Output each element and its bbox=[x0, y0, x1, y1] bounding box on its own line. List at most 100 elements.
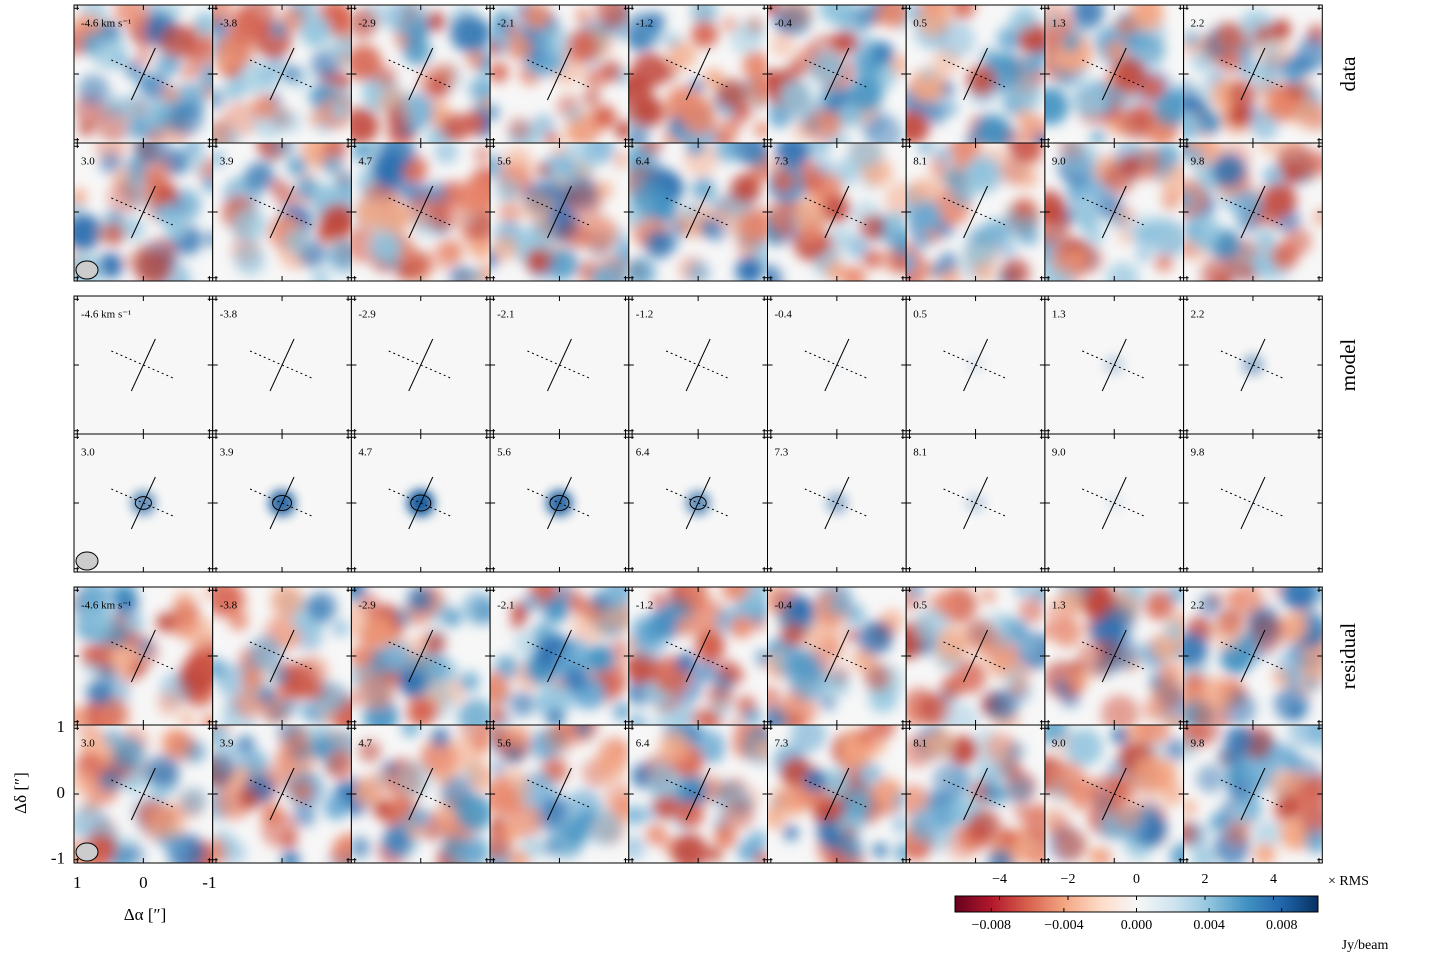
noise-blob bbox=[156, 613, 176, 633]
noise-blob bbox=[665, 85, 699, 119]
noise-blob bbox=[460, 836, 490, 863]
major-axis bbox=[130, 338, 156, 392]
noise-blob bbox=[133, 247, 172, 281]
noise-blob bbox=[753, 738, 768, 760]
noise bbox=[74, 5, 213, 143]
noise-blob bbox=[1251, 252, 1276, 277]
noise-blob bbox=[1289, 96, 1321, 128]
noise-blob bbox=[311, 269, 330, 281]
noise-blob bbox=[1065, 728, 1104, 767]
noise bbox=[1183, 725, 1323, 863]
noise-blob bbox=[237, 787, 261, 811]
noise-blob bbox=[1055, 679, 1070, 695]
noise-blob bbox=[980, 588, 996, 604]
major-axis bbox=[408, 629, 434, 683]
noise-blob bbox=[1055, 829, 1088, 862]
noise-blob bbox=[81, 601, 117, 637]
panel-image bbox=[1183, 587, 1323, 725]
panel-image bbox=[490, 143, 629, 281]
panel-image bbox=[1044, 143, 1184, 281]
noise-blob bbox=[1191, 50, 1213, 72]
noise-blob bbox=[911, 199, 942, 231]
noise-blob bbox=[942, 702, 979, 725]
noise-blob bbox=[1249, 110, 1279, 140]
noise-blob bbox=[825, 261, 846, 281]
noise-blob bbox=[1270, 743, 1297, 770]
noise-blob bbox=[925, 728, 955, 758]
velocity-label: 7.3 bbox=[775, 156, 789, 168]
y-tick-label: 0 bbox=[57, 783, 66, 802]
major-axis bbox=[685, 338, 711, 392]
y-tick-label: 1 bbox=[57, 717, 66, 736]
panel-image bbox=[1044, 587, 1184, 725]
noise-blob bbox=[639, 805, 657, 823]
noise-blob bbox=[97, 252, 124, 279]
noise-blob bbox=[296, 176, 318, 199]
noise bbox=[767, 5, 907, 143]
noise-blob bbox=[503, 743, 525, 765]
noise-blob bbox=[1007, 777, 1033, 803]
noise-blob bbox=[686, 143, 705, 156]
noise-blob bbox=[406, 697, 437, 725]
velocity-label: -2.9 bbox=[358, 18, 376, 30]
noise-blob bbox=[351, 8, 378, 39]
velocity-label: -3.8 bbox=[220, 18, 238, 30]
noise-blob bbox=[1196, 764, 1225, 793]
noise-blob bbox=[380, 641, 413, 675]
noise-blob bbox=[299, 14, 332, 48]
noise-blob bbox=[999, 828, 1018, 848]
noise-blob bbox=[498, 200, 522, 224]
major-axis bbox=[269, 767, 295, 821]
major-axis bbox=[1101, 338, 1127, 392]
noise-blob bbox=[373, 773, 389, 789]
noise-blob bbox=[402, 36, 431, 66]
noise-blob bbox=[906, 110, 930, 143]
velocity-label: 0.5 bbox=[913, 18, 927, 30]
noise-blob bbox=[425, 181, 448, 204]
noise-blob bbox=[338, 49, 352, 69]
velocity-label: 3.0 bbox=[81, 447, 95, 459]
minor-axis bbox=[943, 350, 1008, 380]
noise-blob bbox=[1254, 843, 1276, 863]
noise-blob bbox=[230, 75, 250, 95]
contour bbox=[549, 494, 570, 512]
noise-blob bbox=[1185, 146, 1205, 166]
noise-blob bbox=[802, 143, 832, 158]
noise-blob bbox=[546, 248, 579, 281]
noise-blob bbox=[910, 68, 945, 103]
noise-blob bbox=[606, 600, 629, 632]
noise-blob bbox=[1016, 108, 1035, 127]
noise-blob bbox=[281, 850, 300, 863]
noise-blob bbox=[114, 5, 148, 27]
noise-blob bbox=[987, 848, 1014, 863]
major-axis bbox=[130, 629, 156, 683]
noise-blob bbox=[283, 698, 299, 715]
noise-blob bbox=[145, 128, 165, 143]
velocity-label: 6.4 bbox=[636, 156, 650, 168]
noise-blob bbox=[494, 177, 520, 203]
noise-blob bbox=[492, 10, 513, 30]
noise-blob bbox=[180, 712, 195, 725]
noise-blob bbox=[781, 622, 806, 647]
minor-axis bbox=[388, 779, 453, 809]
noise bbox=[74, 725, 213, 863]
noise-blob bbox=[271, 21, 287, 37]
velocity-label: 1.3 bbox=[1052, 309, 1066, 321]
noise-blob bbox=[1255, 230, 1276, 250]
noise-blob bbox=[612, 150, 629, 169]
noise bbox=[490, 143, 629, 281]
noise-blob bbox=[78, 587, 111, 611]
noise-blob bbox=[704, 68, 724, 89]
noise-blob bbox=[564, 105, 583, 124]
velocity-label: 5.6 bbox=[497, 738, 511, 750]
noise-blob bbox=[1101, 694, 1139, 725]
noise-blob bbox=[537, 220, 555, 238]
noise-blob bbox=[581, 215, 618, 252]
panel-image bbox=[490, 5, 629, 143]
noise-blob bbox=[358, 740, 382, 763]
major-axis bbox=[130, 767, 156, 821]
noise-blob bbox=[1084, 225, 1105, 246]
noise-blob bbox=[327, 239, 352, 271]
noise-blob bbox=[1012, 801, 1032, 820]
noise-blob bbox=[1021, 143, 1043, 165]
